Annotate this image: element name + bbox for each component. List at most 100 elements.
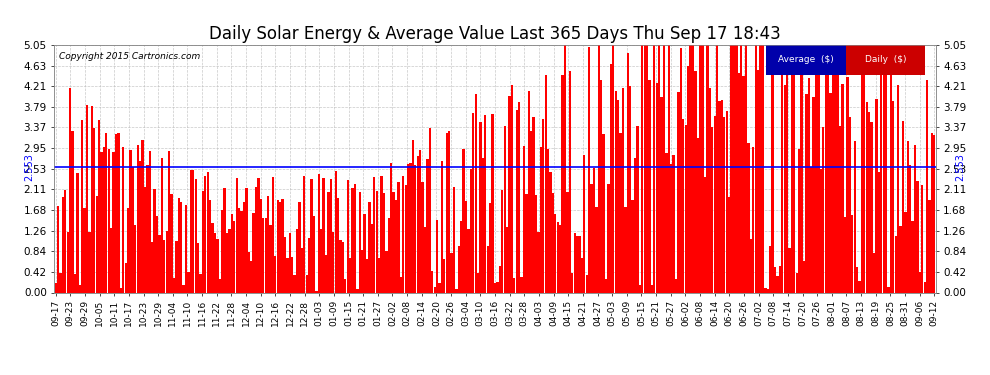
Bar [585, 275, 588, 292]
Bar [924, 282, 926, 292]
Bar [86, 105, 88, 292]
Bar [788, 248, 791, 292]
Bar [820, 169, 822, 292]
Bar [337, 198, 340, 292]
Bar [199, 274, 202, 292]
Bar [805, 94, 808, 292]
Bar [627, 53, 629, 292]
Bar [318, 174, 320, 292]
Bar [390, 163, 392, 292]
Bar [658, 45, 660, 292]
Bar [422, 182, 424, 292]
Bar [747, 143, 749, 292]
Bar [412, 140, 414, 292]
Bar [236, 178, 238, 292]
Bar [813, 97, 815, 292]
Bar [342, 242, 345, 292]
Text: Copyright 2015 Cartronics.com: Copyright 2015 Cartronics.com [58, 53, 200, 62]
Bar [741, 45, 742, 292]
Bar [424, 227, 426, 292]
Bar [209, 201, 211, 292]
Bar [902, 121, 904, 292]
Bar [912, 221, 914, 292]
Bar [540, 147, 542, 292]
Bar [680, 48, 682, 292]
Bar [441, 161, 444, 292]
Bar [610, 64, 612, 292]
Bar [761, 45, 764, 292]
Bar [595, 207, 598, 292]
Bar [315, 291, 318, 292]
Bar [477, 273, 479, 292]
Bar [909, 165, 912, 292]
Bar [521, 278, 523, 292]
Bar [135, 225, 137, 292]
Bar [559, 225, 561, 292]
Bar [380, 176, 383, 292]
Bar [177, 198, 180, 292]
Bar [556, 222, 559, 292]
Bar [544, 75, 546, 292]
Bar [926, 81, 929, 292]
Bar [323, 178, 325, 292]
Bar [620, 133, 622, 292]
Bar [769, 246, 771, 292]
Bar [692, 45, 694, 292]
Bar [704, 177, 706, 292]
Bar [728, 197, 731, 292]
Bar [293, 275, 296, 292]
Bar [810, 166, 813, 292]
Bar [523, 146, 525, 292]
Bar [482, 158, 484, 292]
Bar [494, 283, 496, 292]
Bar [173, 278, 175, 292]
Bar [142, 140, 144, 292]
Bar [383, 193, 385, 292]
Bar [400, 277, 402, 292]
Bar [108, 149, 110, 292]
Bar [469, 169, 472, 292]
Bar [561, 75, 563, 292]
Bar [551, 193, 554, 292]
Bar [202, 190, 204, 292]
Bar [417, 156, 419, 292]
Bar [653, 45, 655, 292]
Bar [419, 150, 422, 292]
Bar [856, 267, 858, 292]
Bar [370, 224, 373, 292]
Bar [530, 130, 533, 292]
Bar [526, 194, 528, 292]
Bar [890, 59, 892, 292]
Bar [120, 288, 122, 292]
Bar [583, 155, 585, 292]
Bar [612, 45, 615, 292]
Bar [744, 45, 747, 292]
Bar [431, 271, 434, 292]
Bar [783, 85, 786, 292]
Bar [125, 262, 127, 292]
Bar [207, 172, 209, 292]
Bar [465, 201, 467, 292]
Bar [361, 250, 363, 292]
Bar [429, 128, 431, 292]
Bar [878, 172, 880, 292]
Bar [397, 182, 400, 292]
Bar [593, 168, 595, 292]
Bar [219, 279, 221, 292]
Bar [59, 273, 61, 292]
Bar [187, 272, 189, 292]
Bar [697, 138, 699, 292]
Bar [625, 207, 627, 292]
Bar [538, 232, 540, 292]
Bar [554, 214, 556, 292]
Bar [571, 273, 573, 292]
Bar [549, 172, 551, 292]
Bar [605, 279, 607, 292]
Bar [642, 45, 644, 292]
Bar [754, 45, 757, 292]
Bar [214, 233, 216, 292]
Bar [880, 45, 882, 292]
Bar [254, 187, 257, 292]
Bar [764, 288, 766, 292]
Bar [158, 235, 160, 292]
